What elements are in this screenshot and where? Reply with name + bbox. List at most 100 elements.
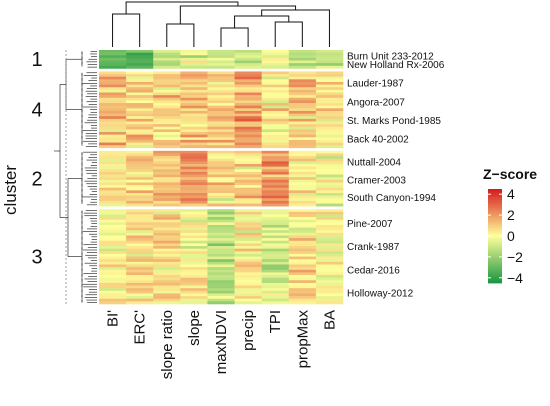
heatmap-cell — [261, 156, 290, 160]
heatmap-cell — [180, 203, 208, 207]
heatmap-cell — [261, 142, 290, 146]
heatmap-cell — [180, 150, 208, 154]
heatmap-cell — [180, 235, 208, 239]
heatmap-cell — [99, 185, 127, 189]
heatmap-cell — [207, 74, 235, 78]
heatmap-cell — [234, 293, 262, 297]
legend-swatch — [488, 279, 502, 282]
heatmap-cell — [288, 246, 317, 249]
heatmap-cell — [234, 246, 262, 249]
heatmap-cell — [126, 92, 154, 96]
heatmap-cell — [261, 203, 290, 207]
heatmap-cell — [288, 142, 317, 146]
heatmap-cell — [234, 217, 262, 220]
column-label: slope — [186, 310, 203, 346]
heatmap-cell — [180, 113, 208, 117]
legend-swatch — [488, 225, 502, 227]
heatmap-cell — [207, 71, 235, 75]
heatmap-cell — [288, 89, 317, 93]
heatmap-cell — [153, 105, 181, 109]
heatmap-cell — [288, 79, 317, 83]
heatmap-cell — [126, 182, 154, 186]
heatmap-cell — [126, 267, 154, 271]
heatmap-cell — [288, 285, 317, 289]
heatmap-cell — [153, 256, 181, 260]
heatmap-cell — [261, 269, 290, 273]
heatmap-cell — [153, 156, 181, 160]
column-label: maxNDVI — [213, 310, 230, 374]
heatmap-cell — [288, 171, 317, 175]
heatmap-cell — [180, 209, 208, 213]
heatmap-cell — [207, 190, 235, 194]
heatmap-cell — [315, 97, 344, 101]
legend-swatch — [488, 192, 502, 195]
heatmap-cell — [99, 108, 127, 112]
heatmap-cell — [261, 174, 290, 178]
heatmap-cell — [180, 52, 208, 56]
heatmap-cell — [288, 113, 317, 117]
heatmap-cell — [315, 110, 344, 114]
heatmap-cell — [207, 156, 235, 160]
heatmap-cell — [288, 190, 317, 194]
legend-swatch — [488, 201, 502, 204]
heatmap-cell — [126, 222, 154, 226]
heatmap-cell — [234, 57, 262, 61]
cluster-label: 4 — [31, 100, 42, 122]
heatmap-cell — [99, 116, 127, 120]
heatmap-cell — [126, 118, 154, 122]
heatmap-cell — [180, 224, 208, 228]
heatmap-cell — [261, 179, 290, 183]
heatmap-cell — [99, 293, 127, 297]
heatmap-cell — [234, 153, 262, 157]
heatmap-cell — [126, 126, 154, 130]
heatmap-cell — [126, 179, 154, 183]
legend-swatch — [488, 237, 502, 240]
row-dendrogram — [54, 50, 97, 304]
heatmap-cell — [153, 103, 181, 106]
heatmap-cell — [261, 171, 290, 175]
heatmap-cell — [180, 217, 208, 220]
heatmap-cell — [261, 108, 290, 112]
heatmap-cell — [153, 275, 181, 278]
heatmap-cell — [288, 156, 317, 160]
heatmap-cell — [99, 79, 127, 83]
heatmap-cell — [99, 126, 127, 130]
heatmap-cell — [99, 97, 127, 101]
heatmap-cell — [234, 108, 262, 112]
legend-swatch — [488, 256, 502, 259]
heatmap-cell — [207, 246, 235, 249]
heatmap-cell — [126, 63, 154, 67]
heatmap-cell — [180, 253, 208, 257]
heatmap-cell — [261, 164, 290, 167]
heatmap-cell — [207, 52, 235, 56]
heatmap-cell — [126, 290, 154, 294]
heatmap-cell — [207, 259, 235, 263]
heatmap-cell — [288, 232, 317, 236]
heatmap-cell — [207, 280, 235, 284]
heatmap-cell — [180, 169, 208, 173]
heatmap-cell — [126, 129, 154, 133]
heatmap-cell — [126, 243, 154, 247]
legend-swatch — [488, 243, 502, 246]
heatmap-cell — [315, 285, 344, 289]
heatmap-cell — [234, 253, 262, 257]
heatmap-cell — [315, 156, 344, 160]
heatmap-cell — [315, 134, 344, 138]
heatmap-cell — [153, 134, 181, 138]
heatmap-cell — [99, 137, 127, 141]
heatmap-cell — [261, 76, 290, 80]
heatmap-cell — [288, 158, 317, 162]
heatmap-cell — [234, 219, 262, 223]
heatmap-cell — [288, 230, 317, 234]
heatmap-cell — [180, 272, 208, 276]
heatmap-cell — [261, 63, 290, 67]
heatmap-cell — [261, 134, 290, 138]
heatmap-cell — [288, 277, 317, 281]
heatmap-cell — [261, 185, 290, 189]
heatmap-cell — [99, 219, 127, 223]
heatmap-cell — [315, 150, 344, 154]
heatmap-cell — [207, 253, 235, 257]
heatmap-cell — [153, 232, 181, 236]
heatmap-cell — [234, 164, 262, 167]
heatmap-cell — [234, 63, 262, 67]
